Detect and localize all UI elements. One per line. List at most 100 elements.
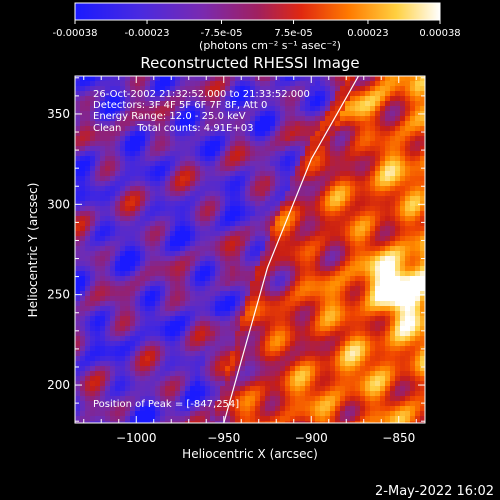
heatmap-cell [335,336,340,341]
heatmap-cell [355,201,360,206]
heatmap-cell [225,351,230,356]
heatmap-cell [165,76,170,81]
heatmap-cell [105,336,110,341]
heatmap-cell [180,321,185,326]
heatmap-cell [250,306,255,311]
colorbar-ticks: -0.00038 -0.00023 -7.5e-05 7.5e-05 0.00023 0.… [53,20,461,39]
heatmap-cell [145,276,150,281]
heatmap-cell [300,216,305,221]
heatmap-cell [80,396,85,401]
heatmap-cell [265,216,270,221]
heatmap-cell [385,351,390,356]
heatmap-cell [195,351,200,356]
heatmap-cell [355,116,360,121]
heatmap-cell [300,131,305,136]
heatmap-cell [195,101,200,106]
heatmap-cell [170,336,175,341]
heatmap-cell [365,256,370,261]
heatmap-cell [375,211,380,216]
heatmap-cell [205,216,210,221]
heatmap-cell [170,296,175,301]
heatmap-cell [395,306,400,311]
heatmap-cell [370,266,375,271]
heatmap-cell [85,171,90,176]
heatmap-cell [355,401,360,406]
heatmap-cell [335,311,340,316]
heatmap-cell [200,411,205,416]
heatmap-cell [200,341,205,346]
heatmap-cell [405,186,410,191]
heatmap-cell [135,341,140,346]
heatmap-cell [120,161,125,166]
heatmap-cell [360,381,365,386]
heatmap-cell [240,191,245,196]
heatmap-cell [215,151,220,156]
heatmap-cell [170,186,175,191]
heatmap-cell [180,181,185,186]
heatmap-cell [370,116,375,121]
heatmap-cell [335,206,340,211]
heatmap-cell [270,311,275,316]
heatmap-cell [200,391,205,396]
heatmap-cell [175,226,180,231]
heatmap-cell [330,386,335,391]
heatmap-cell [290,96,295,101]
heatmap-cell [235,166,240,171]
heatmap-cell [250,181,255,186]
heatmap-cell [140,281,145,286]
heatmap-cell [95,381,100,386]
heatmap-cell [360,186,365,191]
heatmap-cell [150,336,155,341]
heatmap-cell [220,261,225,266]
heatmap-cell [330,281,335,286]
heatmap-cell [265,81,270,86]
heatmap-cell [100,321,105,326]
heatmap-cell [305,171,310,176]
heatmap-cell [110,281,115,286]
heatmap-cell [215,391,220,396]
heatmap-cell [130,131,135,136]
heatmap-cell [190,311,195,316]
heatmap-cell [380,361,385,366]
heatmap-cell [400,241,405,246]
heatmap-cell [395,256,400,261]
heatmap-cell [125,306,130,311]
heatmap-cell [360,116,365,121]
heatmap-cell [285,286,290,291]
heatmap-cell [360,156,365,161]
heatmap-cell [300,331,305,336]
heatmap-cell [90,296,95,301]
heatmap-cell [160,256,165,261]
heatmap-cell [205,171,210,176]
heatmap-cell [215,251,220,256]
heatmap-cell [75,311,80,316]
heatmap-cell [200,156,205,161]
heatmap-cell [140,221,145,226]
heatmap-cell [370,111,375,116]
heatmap-cell [305,421,310,423]
heatmap-cell [230,366,235,371]
heatmap-cell [335,121,340,126]
heatmap-cell [365,396,370,401]
heatmap-cell [325,81,330,86]
heatmap-cell [135,91,140,96]
heatmap-cell [105,276,110,281]
heatmap-cell [330,346,335,351]
heatmap-cell [420,191,425,196]
heatmap-cell [170,121,175,126]
heatmap-cell [365,131,370,136]
heatmap-cell [145,211,150,216]
heatmap-cell [275,331,280,336]
heatmap-cell [255,406,260,411]
heatmap-cell [350,196,355,201]
heatmap-cell [80,306,85,311]
heatmap-cell [120,126,125,131]
heatmap-cell [195,136,200,141]
heatmap-cell [390,141,395,146]
heatmap-cell [395,186,400,191]
heatmap-cell [165,276,170,281]
heatmap-cell [320,91,325,96]
heatmap-cell [380,376,385,381]
heatmap-cell [160,301,165,306]
heatmap-cell [245,186,250,191]
